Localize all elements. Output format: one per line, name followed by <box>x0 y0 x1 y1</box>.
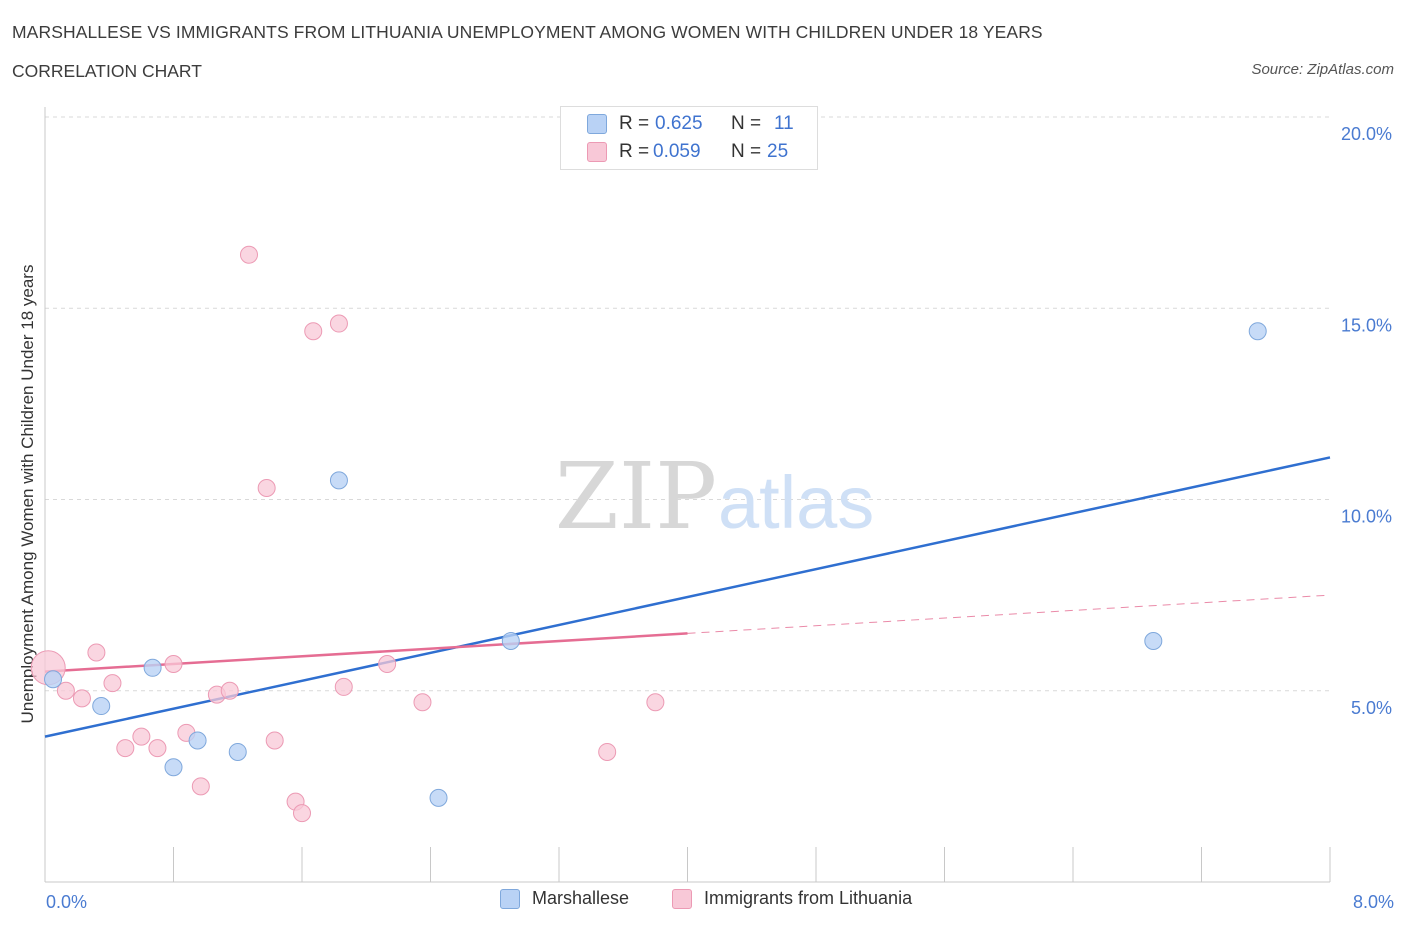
chart-subtitle: CORRELATION CHART <box>12 61 202 81</box>
y-tick-label: 5.0% <box>1351 698 1392 718</box>
legend-item-lithuania[interactable]: Immigrants from Lithuania <box>672 888 912 909</box>
legend-row-marshallese: R = 0.625 N = 11 <box>561 111 817 137</box>
series-legend: Marshallese Immigrants from Lithuania <box>0 888 1406 918</box>
chart-title: MARSHALLESE VS IMMIGRANTS FROM LITHUANIA… <box>12 22 1043 42</box>
tick-labels: 5.0% 10.0% 15.0% 20.0% 0.0% 8.0% <box>46 124 1394 912</box>
x-tick-label: 8.0% <box>1353 892 1394 912</box>
legend-n-value: 11 <box>774 113 794 134</box>
point-marshallese <box>329 471 348 490</box>
point-marshallese <box>164 758 183 777</box>
trend-line-lithuania-extension <box>687 594 1331 634</box>
legend-n-value: 25 <box>767 141 789 162</box>
trend-line-marshallese <box>44 456 1331 738</box>
legend-r-label: R = <box>619 141 650 162</box>
point-marshallese <box>1248 322 1267 341</box>
point-lithuania <box>87 643 106 662</box>
point-lithuania <box>56 681 75 700</box>
legend-r-value: 0.059 <box>653 141 701 162</box>
point-lithuania <box>378 654 397 673</box>
legend-swatch-blue <box>500 888 520 909</box>
point-lithuania <box>148 739 167 758</box>
stats-legend: R = 0.625 N = 11 R = 0.059 N = 25 <box>560 106 818 170</box>
y-tick-label: 10.0% <box>1341 507 1392 527</box>
point-marshallese <box>429 788 448 807</box>
legend-n-label: N = <box>731 113 762 134</box>
point-lithuania <box>257 479 276 498</box>
legend-label-lithuania: Immigrants from Lithuania <box>704 888 913 908</box>
point-marshallese <box>143 658 162 677</box>
legend-row-lithuania: R = 0.059 N = 25 <box>561 139 817 165</box>
legend-n-label: N = <box>731 141 762 162</box>
y-tick-label: 20.0% <box>1341 124 1392 144</box>
point-lithuania <box>164 654 183 673</box>
legend-r-label: R = <box>619 113 650 134</box>
watermark: ZIP atlas <box>555 443 874 550</box>
point-lithuania <box>646 693 665 712</box>
point-marshallese <box>228 742 247 761</box>
data-points <box>30 245 1267 823</box>
point-lithuania <box>598 742 617 761</box>
legend-r-value: 0.625 <box>655 113 703 134</box>
point-marshallese <box>1144 632 1163 651</box>
point-lithuania <box>72 689 91 708</box>
point-lithuania <box>413 693 432 712</box>
gridlines <box>45 116 1330 692</box>
watermark-atlas: atlas <box>718 461 874 544</box>
axes <box>44 107 1331 883</box>
point-lithuania <box>265 731 284 750</box>
x-tick-label: 0.0% <box>46 892 87 912</box>
point-lithuania <box>329 314 348 333</box>
point-marshallese <box>44 670 63 689</box>
point-lithuania <box>293 804 311 823</box>
source-label: Source: ZipAtlas.com <box>1251 61 1394 78</box>
y-tick-label: 15.0% <box>1341 315 1392 335</box>
legend-swatch-pink <box>672 888 692 909</box>
legend-item-marshallese[interactable]: Marshallese <box>500 888 629 909</box>
point-marshallese <box>501 632 520 651</box>
point-marshallese <box>92 697 111 716</box>
legend-swatch-pink <box>587 142 607 162</box>
legend-label-marshallese: Marshallese <box>532 888 630 908</box>
point-marshallese <box>188 731 207 750</box>
legend-swatch-blue <box>587 114 607 134</box>
point-lithuania <box>191 777 210 796</box>
point-lithuania <box>103 674 122 693</box>
point-lithuania <box>132 727 151 746</box>
point-lithuania <box>304 322 323 341</box>
point-lithuania <box>116 739 135 758</box>
point-lithuania <box>334 677 353 696</box>
point-lithuania <box>239 245 258 264</box>
watermark-zip: ZIP <box>555 443 717 550</box>
point-lithuania <box>220 681 239 700</box>
